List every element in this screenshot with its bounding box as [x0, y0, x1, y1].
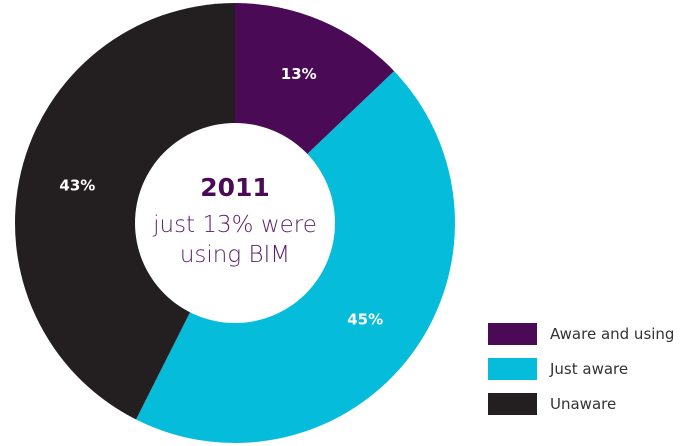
slice-label-just-aware: 45% — [347, 310, 383, 328]
chart-subtitle-line-2: using BIM — [180, 242, 290, 268]
legend-item-just-aware: Just aware — [488, 358, 674, 380]
legend-label-just-aware: Just aware — [550, 360, 629, 378]
chart-title: 2011 — [200, 173, 270, 202]
legend-swatch-just-aware — [488, 358, 537, 380]
slice-unaware — [15, 3, 236, 420]
slice-label-aware-and-using: 13% — [281, 65, 317, 83]
chart-subtitle-line-1: just 13% were — [152, 212, 317, 238]
donut-center-hole — [135, 123, 335, 323]
legend-swatch-aware-and-using — [488, 323, 537, 345]
legend-item-aware-and-using: Aware and using — [488, 323, 674, 345]
legend: Aware and using Just aware Unaware — [488, 323, 674, 428]
legend-label-aware-and-using: Aware and using — [550, 325, 675, 343]
slice-label-unaware: 43% — [59, 177, 95, 195]
legend-item-unaware: Unaware — [488, 393, 674, 415]
legend-label-unaware: Unaware — [550, 395, 617, 413]
slice-labels: 13% 45% 43% — [59, 65, 383, 328]
legend-swatch-unaware — [488, 393, 537, 415]
